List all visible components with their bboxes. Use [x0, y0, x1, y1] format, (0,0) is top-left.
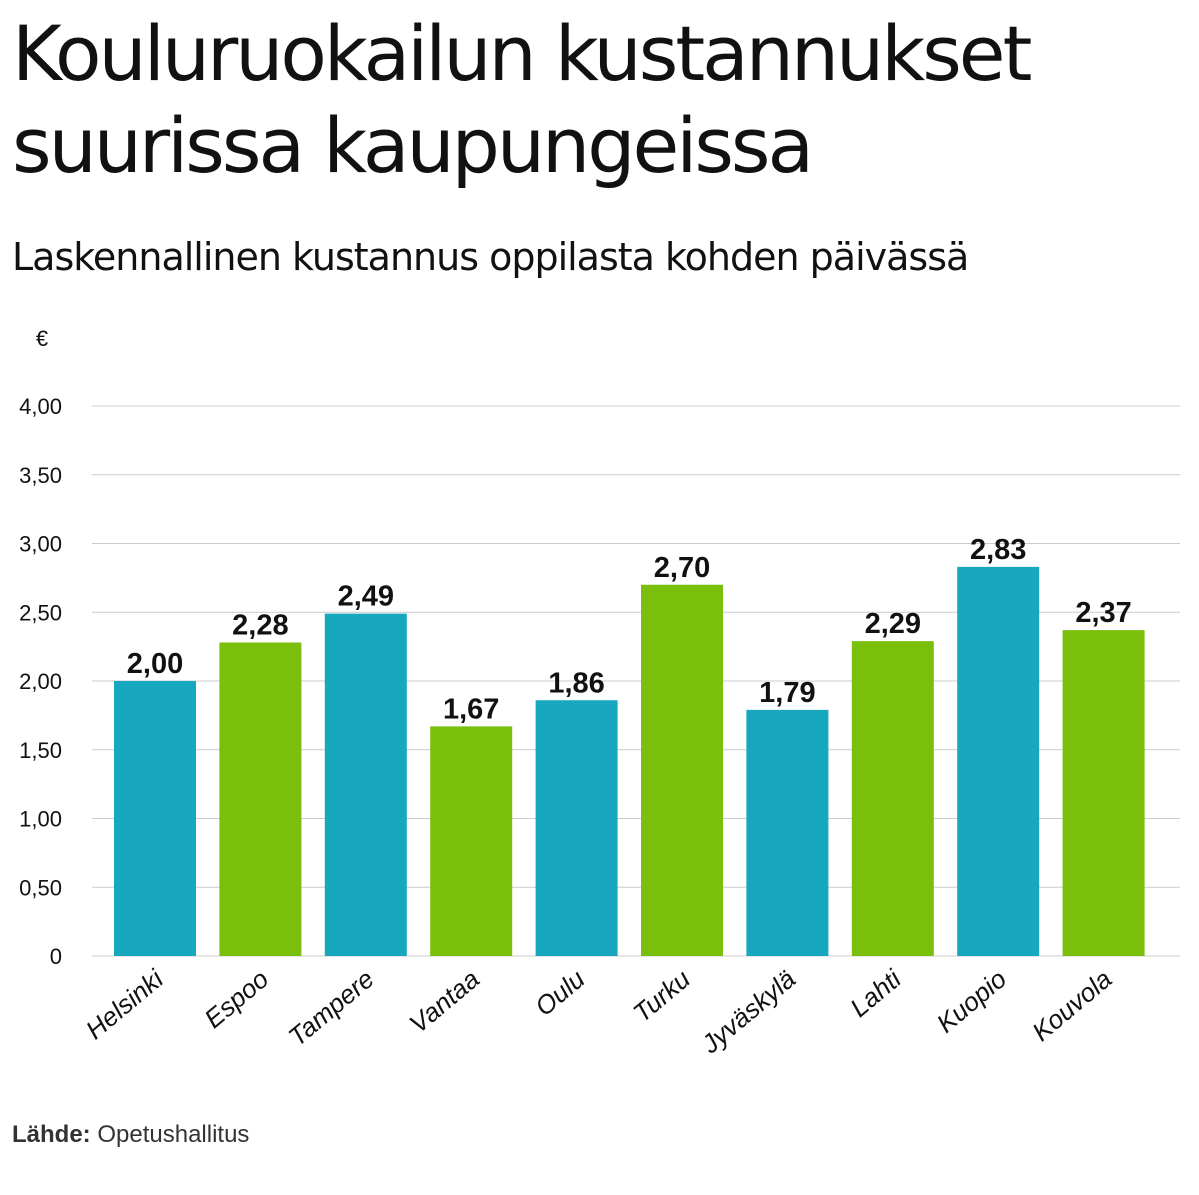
value-label: 2,28	[232, 610, 288, 642]
chart-subtitle: Laskennallinen kustannus oppilasta kohde…	[12, 235, 969, 279]
y-tick-label: 0	[50, 944, 62, 969]
bars	[114, 566, 1145, 956]
value-label: 1,86	[548, 667, 604, 699]
bar-chart: 2,00 2,28 2,49 1,67 1,86 2,70 1,79 2,29 2,83 2,37…	[19, 326, 1180, 1060]
y-tick-labels: 0 0,50 1,00 1,50 2,00 2,50 3,00 3,50 4,00	[19, 394, 62, 969]
bar-tampere	[324, 613, 407, 956]
bar-kouvola	[1062, 630, 1145, 956]
x-tick-label: Espoo	[198, 964, 274, 1034]
x-tick-label: Turku	[627, 964, 696, 1028]
value-label: 2,49	[338, 581, 394, 613]
x-tick-label: Tampere	[282, 964, 379, 1052]
x-tick-label: Kuopio	[931, 964, 1012, 1039]
y-tick-label: 3,00	[19, 532, 62, 557]
y-tick-label: 4,00	[19, 394, 62, 419]
y-axis-unit: €	[36, 326, 48, 351]
x-tick-labels: Helsinki Espoo Tampere Vantaa Oulu Turku Jyväs…	[80, 963, 1118, 1060]
value-label: 2,83	[970, 534, 1026, 566]
y-tick-label: 2,00	[19, 669, 62, 694]
chart-title: Kouluruokailun kustannukset suurissa kau…	[12, 9, 1032, 190]
bar-turku	[641, 584, 723, 956]
y-tick-label: 1,50	[19, 738, 62, 763]
value-label: 2,37	[1075, 597, 1131, 629]
x-tick-label: Kouvola	[1026, 964, 1117, 1047]
bar-kuopio	[957, 566, 1040, 956]
bar-lahti	[851, 641, 934, 956]
value-labels: 2,00 2,28 2,49 1,67 1,86 2,70 1,79 2,29 2,83 2,37	[127, 534, 1132, 726]
bar-jyväskylä	[746, 709, 829, 956]
x-tick-label: Lahti	[844, 963, 907, 1023]
value-label: 2,29	[865, 608, 921, 640]
source-note: Lähde: Opetushallitus	[12, 1120, 249, 1150]
bar-oulu	[535, 700, 618, 956]
value-label: 2,00	[127, 648, 183, 680]
y-tick-label: 1,00	[19, 807, 62, 832]
y-tick-label: 2,50	[19, 600, 62, 625]
x-tick-label: Vantaa	[403, 964, 485, 1039]
y-tick-label: 3,50	[19, 463, 62, 488]
bar-espoo	[219, 642, 302, 956]
value-label: 1,67	[443, 693, 499, 725]
source-value: Opetushallitus	[97, 1121, 250, 1148]
x-tick-label: Helsinki	[80, 963, 170, 1045]
source-label: Lähde:	[12, 1121, 91, 1148]
x-tick-label: Oulu	[529, 964, 590, 1022]
bar-vantaa	[430, 726, 513, 956]
x-tick-label: Jyväskylä	[695, 964, 801, 1060]
value-label: 1,79	[759, 677, 815, 709]
y-tick-label: 0,50	[19, 875, 62, 900]
bar-helsinki	[114, 681, 196, 956]
value-label: 2,70	[654, 552, 710, 584]
